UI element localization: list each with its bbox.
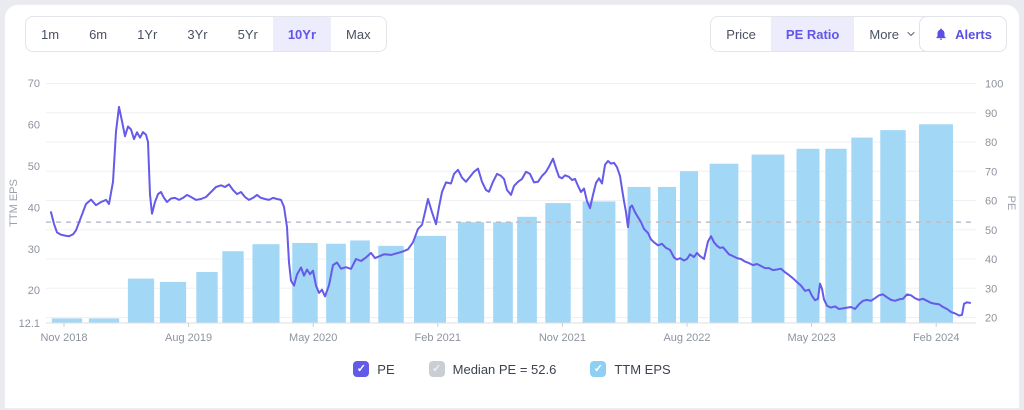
eps-bar bbox=[825, 148, 847, 323]
eps-bar bbox=[517, 216, 537, 323]
x-tick-label: Nov 2021 bbox=[539, 332, 586, 344]
view-button-label: PE Ratio bbox=[785, 26, 840, 42]
range-button-label: 10Yr bbox=[287, 26, 317, 42]
range-button-1yr[interactable]: 1Yr bbox=[122, 17, 172, 51]
left-tick-label: 70 bbox=[28, 78, 40, 90]
range-button-label: 5Yr bbox=[237, 26, 258, 42]
legend-checkbox[interactable]: ✓ bbox=[428, 361, 445, 377]
range-button-label: 3Yr bbox=[187, 26, 208, 42]
range-button-10yr[interactable]: 10Yr bbox=[272, 17, 332, 51]
eps-bar bbox=[222, 251, 244, 323]
right-tick-label: 20 bbox=[985, 313, 997, 325]
eps-bar bbox=[627, 186, 651, 323]
range-button-1m[interactable]: 1m bbox=[26, 17, 74, 51]
right-tick-label: 80 bbox=[985, 137, 997, 149]
eps-bar bbox=[127, 278, 155, 323]
range-button-6m[interactable]: 6m bbox=[74, 17, 122, 51]
eps-bar bbox=[350, 240, 370, 323]
right-tick-label: 40 bbox=[985, 254, 997, 266]
x-tick-label: May 2023 bbox=[787, 332, 835, 344]
left-tick-label: 40 bbox=[28, 202, 40, 214]
range-button-label: 1m bbox=[41, 26, 60, 42]
right-tick-label: 50 bbox=[985, 225, 997, 237]
x-tick-label: May 2020 bbox=[289, 332, 337, 344]
eps-bar bbox=[252, 244, 280, 323]
range-button-3yr[interactable]: 3Yr bbox=[172, 17, 222, 51]
eps-bar bbox=[196, 271, 218, 323]
eps-bar bbox=[679, 171, 699, 323]
pe-line bbox=[50, 105, 971, 317]
view-button-more[interactable]: More bbox=[854, 17, 932, 51]
legend-item-median-pe-52-6[interactable]: ✓ Median PE = 52.6 bbox=[428, 361, 557, 377]
eps-bar bbox=[414, 235, 446, 323]
x-tick-label: Aug 2019 bbox=[165, 332, 212, 344]
right-tick-label: 90 bbox=[985, 108, 997, 120]
view-button-label: More bbox=[869, 26, 899, 42]
x-tick-label: Nov 2018 bbox=[40, 332, 87, 344]
range-button-label: Max bbox=[346, 26, 371, 42]
range-button-label: 6m bbox=[89, 26, 108, 42]
eps-bar bbox=[796, 148, 820, 323]
chevron-down-icon bbox=[907, 31, 915, 37]
range-button-5yr[interactable]: 5Yr bbox=[223, 17, 273, 51]
left-tick-label: 12.1 bbox=[19, 318, 40, 330]
legend: ✓ PE ✓ Median PE = 52.6 ✓ TTM EPS bbox=[5, 361, 1019, 377]
legend-item-ttm-eps[interactable]: ✓ TTM EPS bbox=[590, 361, 671, 377]
left-tick-label: 30 bbox=[28, 244, 40, 256]
right-tick-label: 30 bbox=[985, 283, 997, 295]
range-selector: 1m 6m 1Yr 3Yr 5Yr 10Yr Max bbox=[25, 16, 387, 52]
legend-item-pe[interactable]: ✓ PE bbox=[353, 361, 395, 377]
eps-bar bbox=[851, 137, 873, 323]
eps-bar bbox=[582, 201, 616, 323]
right-tick-label: 100 bbox=[985, 79, 1003, 91]
eps-bar bbox=[493, 222, 513, 323]
eps-bar bbox=[292, 242, 318, 323]
eps-bar bbox=[457, 222, 485, 323]
legend-label: PE bbox=[377, 361, 395, 377]
x-tick-label: Feb 2024 bbox=[913, 332, 959, 344]
eps-bar bbox=[918, 124, 954, 324]
x-tick-label: Feb 2021 bbox=[415, 332, 461, 344]
range-button-label: 1Yr bbox=[137, 26, 158, 42]
left-axis-title: TTM EPS bbox=[8, 179, 20, 227]
view-button-price[interactable]: Price bbox=[711, 17, 771, 51]
eps-bar bbox=[51, 318, 83, 323]
eps-bar bbox=[657, 186, 677, 323]
right-tick-label: 70 bbox=[985, 166, 997, 178]
legend-checkbox[interactable]: ✓ bbox=[353, 361, 370, 377]
eps-bar bbox=[880, 130, 906, 323]
left-tick-label: 20 bbox=[28, 285, 40, 297]
left-tick-label: 60 bbox=[28, 119, 40, 131]
eps-bar bbox=[326, 243, 346, 323]
eps-bar bbox=[751, 154, 785, 323]
alerts-label: Alerts bbox=[955, 26, 992, 42]
view-button-label: Price bbox=[726, 26, 756, 42]
view-button-pe-ratio[interactable]: PE Ratio bbox=[770, 17, 855, 51]
right-tick-label: 60 bbox=[985, 196, 997, 208]
eps-bar bbox=[378, 245, 404, 323]
left-tick-label: 50 bbox=[28, 161, 40, 173]
eps-bar bbox=[88, 318, 120, 323]
legend-label: Median PE = 52.6 bbox=[452, 361, 557, 377]
eps-bar bbox=[545, 203, 571, 323]
eps-bar bbox=[159, 281, 187, 323]
alerts-button[interactable]: Alerts bbox=[919, 16, 1007, 52]
chart-card: Nov 2018 Aug 2019 May 2020 Feb 2021 Nov 2021… bbox=[4, 4, 1020, 409]
legend-checkbox[interactable]: ✓ bbox=[590, 361, 607, 377]
bell-icon bbox=[936, 28, 946, 40]
right-axis-title: PE bbox=[1005, 196, 1017, 211]
x-tick-label: Aug 2022 bbox=[663, 332, 710, 344]
legend-label: TTM EPS bbox=[614, 361, 671, 377]
range-button-max[interactable]: Max bbox=[331, 17, 386, 51]
view-selector: Price PE Ratio More bbox=[710, 16, 933, 52]
